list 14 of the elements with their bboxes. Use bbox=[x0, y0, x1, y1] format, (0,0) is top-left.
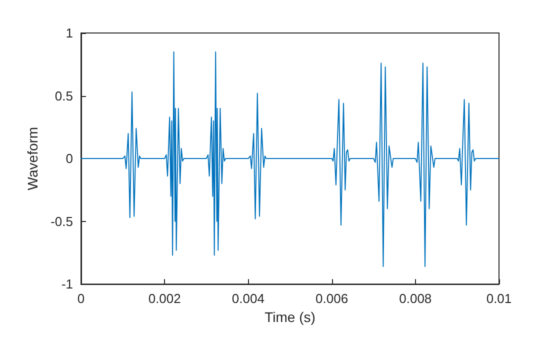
y-tick-label: -0.5 bbox=[50, 214, 73, 229]
y-tick-label: 0 bbox=[66, 151, 73, 166]
x-tick-label: 0.008 bbox=[399, 291, 432, 306]
y-tick-label: 1 bbox=[66, 26, 73, 40]
y-tick-label: 0.5 bbox=[54, 88, 73, 104]
y-axis-title: Waveform bbox=[24, 126, 41, 190]
x-tick-label: 0.004 bbox=[232, 291, 264, 306]
x-tick-label: 0.01 bbox=[486, 291, 512, 306]
y-tick-label: -1 bbox=[61, 276, 73, 292]
x-axis-title: Time (s) bbox=[264, 309, 316, 325]
x-tick-label: 0.002 bbox=[148, 291, 181, 306]
line-series bbox=[80, 51, 500, 268]
x-tick-label: 0.006 bbox=[316, 291, 348, 306]
x-tick-label: 0 bbox=[77, 291, 85, 306]
